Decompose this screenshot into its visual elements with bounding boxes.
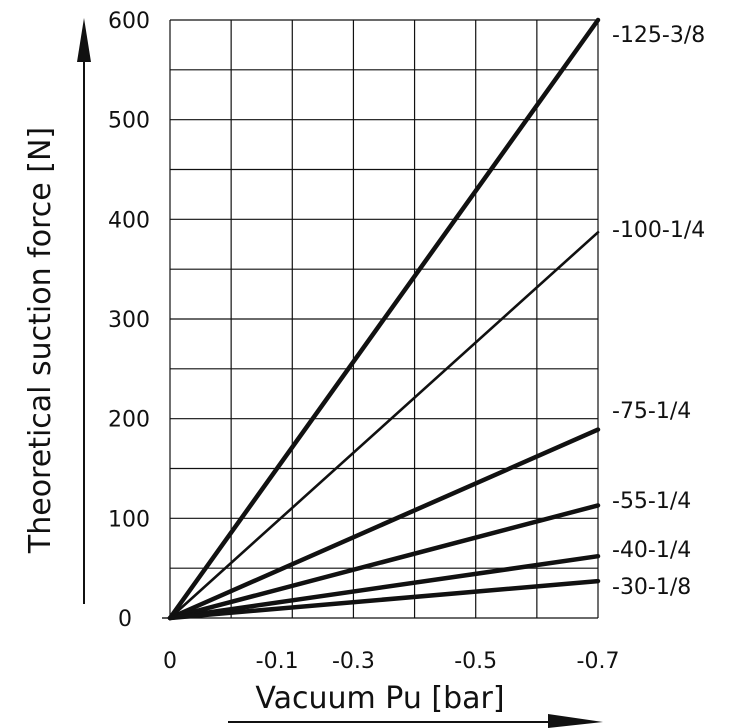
y-axis-arrow [77, 18, 91, 604]
y-tick-label: 500 [108, 109, 150, 134]
series-label: -100-1/4 [612, 218, 705, 243]
x-tick-label: 0 [163, 649, 177, 674]
x-tick-label: -0.1 [256, 649, 299, 674]
y-tick-label: 400 [108, 208, 150, 233]
x-tick-label: -0.5 [454, 649, 497, 674]
y-tick-labels: 0 100 200 300 400 500 600 [108, 9, 150, 632]
y-tick-label: 0 [118, 607, 132, 632]
x-axis-title: Vacuum Pu [bar] [255, 681, 504, 716]
series-labels: -125-3/8 -100-1/4 -75-1/4 -55-1/4 -40-1/4 -30… [612, 23, 705, 600]
series-label: -30-1/8 [612, 575, 691, 600]
series-label: -55-1/4 [612, 489, 691, 514]
x-axis-arrow [228, 714, 603, 728]
y-tick-label: 200 [108, 408, 150, 433]
series-label: -125-3/8 [612, 23, 705, 48]
y-tick-label: 100 [108, 507, 150, 532]
series-label: -75-1/4 [612, 399, 691, 424]
x-tick-label: -0.7 [577, 649, 620, 674]
series-label: -40-1/4 [612, 538, 691, 563]
x-tick-label: -0.3 [332, 649, 375, 674]
y-axis-title: Theoretical suction force [N] [23, 127, 58, 554]
x-tick-labels: 0 -0.1 -0.3 -0.5 -0.7 [163, 649, 619, 674]
y-tick-label: 300 [108, 308, 150, 333]
y-tick-label: 600 [108, 9, 150, 34]
